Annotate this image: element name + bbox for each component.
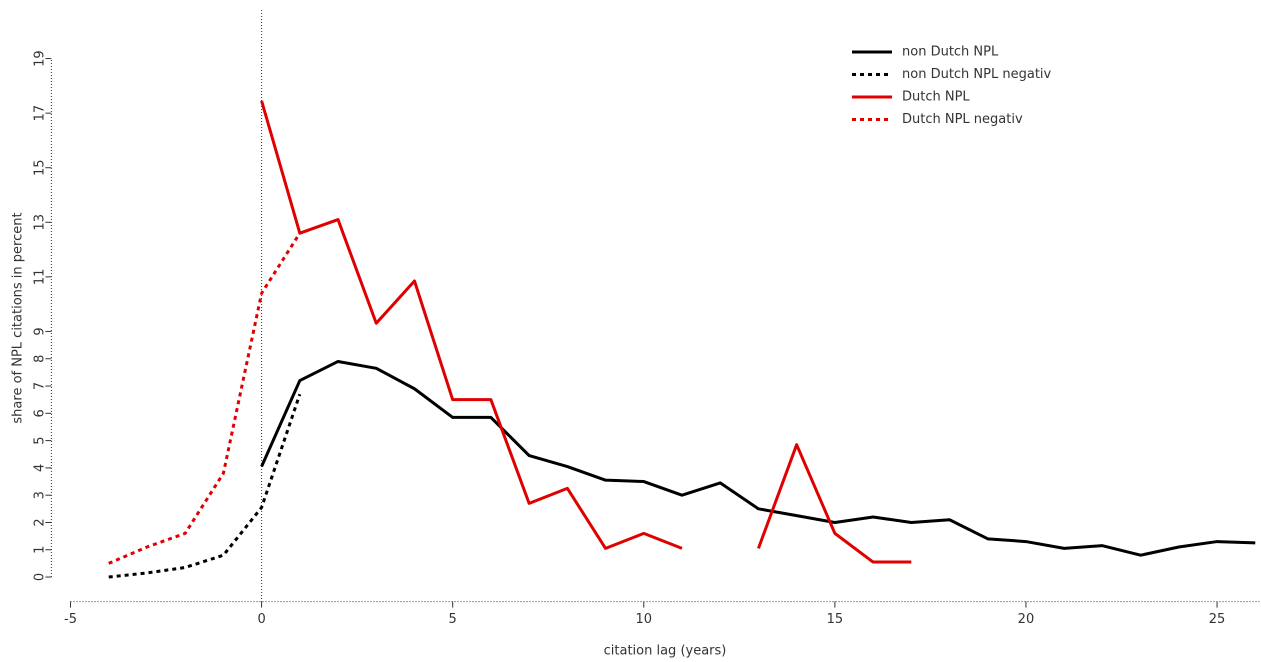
x-tick-label: 20	[1018, 612, 1035, 627]
series-line	[108, 393, 302, 579]
legend-label: Dutch NPL negativ	[902, 112, 1023, 127]
y-tick-label: 13	[33, 214, 48, 231]
y-tick-label: 19	[33, 50, 48, 67]
y-tick-label: 5	[33, 436, 48, 444]
y-tick-label: 9	[33, 327, 48, 335]
legend-label: non Dutch NPL	[902, 45, 999, 60]
y-tick-label: 7	[33, 382, 48, 390]
y-axis-label: share of NPL citations in percent	[11, 212, 26, 423]
y-tick-label: 3	[33, 491, 48, 499]
y-tick-label: 15	[33, 159, 48, 176]
y-tick-label: 1	[33, 546, 48, 554]
y-tick-label: 0	[33, 573, 48, 581]
y-tick-label: 8	[33, 355, 48, 363]
x-tick-label: 5	[449, 612, 457, 627]
x-tick-label: 15	[827, 612, 844, 627]
y-tick-label: 6	[33, 409, 48, 417]
legend-label: Dutch NPL	[902, 90, 970, 105]
legend-label: non Dutch NPL negativ	[902, 67, 1052, 82]
x-axis-label: citation lag (years)	[604, 644, 727, 659]
series-line	[260, 359, 1256, 557]
y-tick-label: 4	[33, 464, 48, 472]
x-tick-label: 10	[636, 612, 653, 627]
y-tick-label: 17	[33, 105, 48, 122]
y-tick-label: 2	[33, 518, 48, 526]
y-tick-label: 11	[33, 269, 48, 286]
series-line	[108, 232, 302, 565]
series-line	[260, 100, 912, 564]
x-tick-label: -5	[64, 612, 77, 627]
x-tick-label: 0	[257, 612, 265, 627]
x-tick-label: 25	[1209, 612, 1226, 627]
